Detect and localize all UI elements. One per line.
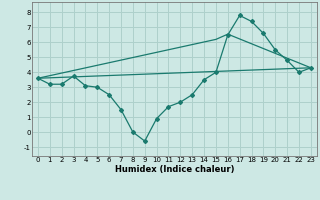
X-axis label: Humidex (Indice chaleur): Humidex (Indice chaleur) bbox=[115, 165, 234, 174]
